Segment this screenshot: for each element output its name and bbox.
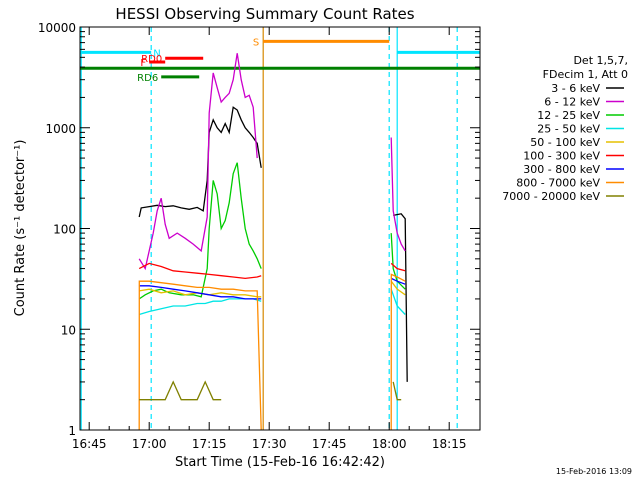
- legend-label-5: 100 - 300 keV: [523, 150, 600, 163]
- legend-label-3: 25 - 50 keV: [537, 123, 600, 136]
- y-axis-label: Count Rate (s⁻¹ detector⁻¹): [13, 140, 28, 317]
- x-tick-label-5: 18:00: [372, 437, 407, 451]
- legend-label-6: 300 - 800 keV: [523, 163, 600, 176]
- x-axis: 16:45 17:00 17:15 17:30 17:45 18:00 18:15: [72, 27, 467, 451]
- series-1-segment-0: [138, 53, 258, 271]
- legend-header-0: Det 1,5,7,: [573, 54, 628, 67]
- annotation-label-2: S: [253, 37, 259, 48]
- x-tick-label-6: 18:15: [432, 437, 467, 451]
- series-3-segment-0: [139, 298, 262, 316]
- series-1-segment-1: [390, 137, 406, 252]
- annotation-label-0: N: [153, 48, 160, 59]
- series-0-segment-1: [393, 213, 408, 382]
- legend-label-2: 12 - 25 keV: [537, 109, 600, 122]
- legend-header-1: FDecim 1, Att 0: [543, 68, 628, 81]
- y-tick-label-4: 10000: [38, 21, 76, 35]
- series-6-segment-0: [139, 285, 262, 300]
- x-axis-label: Start Time (15-Feb-16 16:42:42): [175, 455, 385, 470]
- series-8-segment-1: [392, 381, 402, 401]
- series-2-segment-1: [390, 233, 406, 290]
- x-tick-label-4: 17:45: [312, 437, 347, 451]
- series-7-segment-1: [390, 273, 406, 431]
- y-tick-label-0: 1: [68, 424, 76, 438]
- legend-label-0: 3 - 6 keV: [551, 82, 600, 95]
- series-7-segment-0: [138, 280, 262, 431]
- series-0-segment-0: [138, 106, 262, 218]
- legend-label-8: 7000 - 20000 keV: [502, 190, 600, 203]
- chart-title: HESSI Observing Summary Count Rates: [115, 5, 414, 23]
- annotation-label-4: RD0: [141, 54, 162, 65]
- annotation-label-3: F: [140, 58, 146, 69]
- y-tick-label-2: 100: [53, 223, 76, 237]
- series-4-segment-1: [390, 280, 406, 296]
- y-axis: 1 10 100 1000 10000: [38, 21, 480, 438]
- x-tick-label-1: 17:00: [132, 437, 167, 451]
- legend-label-4: 50 - 100 keV: [530, 136, 600, 149]
- x-tick-label-0: 16:45: [72, 437, 107, 451]
- y-tick-label-1: 10: [61, 323, 76, 337]
- y-tick-label-3: 1000: [45, 122, 76, 136]
- plot-frame: [79, 26, 481, 431]
- x-tick-label-2: 17:15: [192, 437, 227, 451]
- series-5-segment-1: [390, 262, 406, 272]
- legend-label-1: 6 - 12 keV: [544, 96, 600, 109]
- series-3-segment-1: [390, 288, 406, 315]
- timestamp: 15-Feb-2016 13:09: [556, 467, 632, 476]
- series-5-segment-0: [138, 262, 262, 280]
- series-8-segment-0: [139, 380, 222, 401]
- legend-label-7: 800 - 7000 keV: [516, 177, 600, 190]
- annotation-label-5: RD6: [137, 73, 158, 84]
- x-tick-label-3: 17:30: [252, 437, 287, 451]
- series-6-segment-1: [390, 277, 406, 285]
